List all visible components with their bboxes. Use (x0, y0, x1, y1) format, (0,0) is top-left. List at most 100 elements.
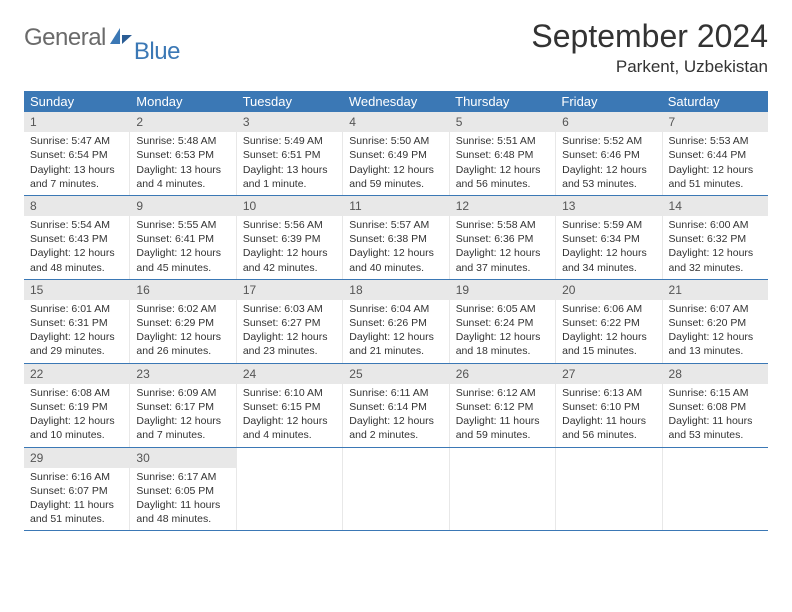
day-body: Sunrise: 5:55 AMSunset: 6:41 PMDaylight:… (130, 216, 235, 279)
sunset-text: Sunset: 6:05 PM (136, 484, 229, 498)
sunset-text: Sunset: 6:41 PM (136, 232, 229, 246)
day-body: Sunrise: 6:13 AMSunset: 6:10 PMDaylight:… (556, 384, 661, 447)
day-cell: 5Sunrise: 5:51 AMSunset: 6:48 PMDaylight… (450, 112, 556, 195)
day-cell: 24Sunrise: 6:10 AMSunset: 6:15 PMDayligh… (237, 364, 343, 447)
sunset-text: Sunset: 6:43 PM (30, 232, 123, 246)
day-number: 14 (663, 196, 768, 216)
day-body: Sunrise: 5:48 AMSunset: 6:53 PMDaylight:… (130, 132, 235, 195)
title-block: September 2024 Parkent, Uzbekistan (531, 18, 768, 77)
day-number: 2 (130, 112, 235, 132)
day-body: Sunrise: 6:15 AMSunset: 6:08 PMDaylight:… (663, 384, 768, 447)
daylight-text: Daylight: 12 hours and 10 minutes. (30, 414, 123, 442)
day-cell: 15Sunrise: 6:01 AMSunset: 6:31 PMDayligh… (24, 280, 130, 363)
day-body: Sunrise: 5:59 AMSunset: 6:34 PMDaylight:… (556, 216, 661, 279)
daylight-text: Daylight: 11 hours and 53 minutes. (669, 414, 762, 442)
day-body: Sunrise: 6:12 AMSunset: 6:12 PMDaylight:… (450, 384, 555, 447)
sunrise-text: Sunrise: 5:47 AM (30, 134, 123, 148)
daylight-text: Daylight: 12 hours and 4 minutes. (243, 414, 336, 442)
daylight-text: Daylight: 12 hours and 45 minutes. (136, 246, 229, 274)
weekday-header-row: Sunday Monday Tuesday Wednesday Thursday… (24, 91, 768, 112)
sunrise-text: Sunrise: 5:49 AM (243, 134, 336, 148)
sunrise-text: Sunrise: 5:56 AM (243, 218, 336, 232)
daylight-text: Daylight: 12 hours and 23 minutes. (243, 330, 336, 358)
day-body: Sunrise: 5:51 AMSunset: 6:48 PMDaylight:… (450, 132, 555, 195)
day-body: Sunrise: 6:06 AMSunset: 6:22 PMDaylight:… (556, 300, 661, 363)
daylight-text: Daylight: 13 hours and 1 minute. (243, 163, 336, 191)
day-body: Sunrise: 6:03 AMSunset: 6:27 PMDaylight:… (237, 300, 342, 363)
sunrise-text: Sunrise: 6:10 AM (243, 386, 336, 400)
day-body: Sunrise: 5:47 AMSunset: 6:54 PMDaylight:… (24, 132, 129, 195)
day-cell (556, 448, 662, 531)
sunset-text: Sunset: 6:22 PM (562, 316, 655, 330)
day-number: 29 (24, 448, 129, 468)
week-row: 1Sunrise: 5:47 AMSunset: 6:54 PMDaylight… (24, 112, 768, 196)
day-number: 21 (663, 280, 768, 300)
day-body: Sunrise: 5:54 AMSunset: 6:43 PMDaylight:… (24, 216, 129, 279)
daylight-text: Daylight: 12 hours and 21 minutes. (349, 330, 442, 358)
day-number: 25 (343, 364, 448, 384)
sunset-text: Sunset: 6:54 PM (30, 148, 123, 162)
sunrise-text: Sunrise: 5:54 AM (30, 218, 123, 232)
sunrise-text: Sunrise: 6:02 AM (136, 302, 229, 316)
sunset-text: Sunset: 6:27 PM (243, 316, 336, 330)
weekday-header: Saturday (662, 91, 768, 112)
weekday-header: Monday (130, 91, 236, 112)
sunset-text: Sunset: 6:08 PM (669, 400, 762, 414)
daylight-text: Daylight: 13 hours and 4 minutes. (136, 163, 229, 191)
day-number: 1 (24, 112, 129, 132)
day-number: 24 (237, 364, 342, 384)
sunset-text: Sunset: 6:10 PM (562, 400, 655, 414)
sunrise-text: Sunrise: 6:08 AM (30, 386, 123, 400)
day-cell: 23Sunrise: 6:09 AMSunset: 6:17 PMDayligh… (130, 364, 236, 447)
day-cell (663, 448, 768, 531)
day-body: Sunrise: 5:49 AMSunset: 6:51 PMDaylight:… (237, 132, 342, 195)
sunset-text: Sunset: 6:39 PM (243, 232, 336, 246)
day-body: Sunrise: 6:05 AMSunset: 6:24 PMDaylight:… (450, 300, 555, 363)
daylight-text: Daylight: 11 hours and 51 minutes. (30, 498, 123, 526)
day-cell: 8Sunrise: 5:54 AMSunset: 6:43 PMDaylight… (24, 196, 130, 279)
sunset-text: Sunset: 6:19 PM (30, 400, 123, 414)
day-cell: 22 Sunrise: 6:08 AMSunset: 6:19 PMDayligh… (24, 364, 130, 447)
sunrise-text: Sunrise: 6:12 AM (456, 386, 549, 400)
day-cell: 11Sunrise: 5:57 AMSunset: 6:38 PMDayligh… (343, 196, 449, 279)
day-cell: 19Sunrise: 6:05 AMSunset: 6:24 PMDayligh… (450, 280, 556, 363)
day-cell: 17Sunrise: 6:03 AMSunset: 6:27 PMDayligh… (237, 280, 343, 363)
day-cell: 4Sunrise: 5:50 AMSunset: 6:49 PMDaylight… (343, 112, 449, 195)
brand-text-general: General (24, 24, 106, 52)
daylight-text: Daylight: 12 hours and 37 minutes. (456, 246, 549, 274)
daylight-text: Daylight: 11 hours and 59 minutes. (456, 414, 549, 442)
day-body: Sunrise: 6:00 AMSunset: 6:32 PMDaylight:… (663, 216, 768, 279)
sunset-text: Sunset: 6:20 PM (669, 316, 762, 330)
sunset-text: Sunset: 6:07 PM (30, 484, 123, 498)
daylight-text: Daylight: 12 hours and 56 minutes. (456, 163, 549, 191)
day-number: 11 (343, 196, 448, 216)
sunrise-text: Sunrise: 6:11 AM (349, 386, 442, 400)
day-cell: 25Sunrise: 6:11 AMSunset: 6:14 PMDayligh… (343, 364, 449, 447)
day-cell: 26Sunrise: 6:12 AMSunset: 6:12 PMDayligh… (450, 364, 556, 447)
day-number: 15 (24, 280, 129, 300)
brand-logo: General Blue (24, 18, 180, 52)
week-row: 8Sunrise: 5:54 AMSunset: 6:43 PMDaylight… (24, 196, 768, 280)
month-title: September 2024 (531, 18, 768, 55)
brand-text-blue: Blue (134, 38, 180, 66)
sunset-text: Sunset: 6:14 PM (349, 400, 442, 414)
daylight-text: Daylight: 12 hours and 15 minutes. (562, 330, 655, 358)
day-number: 10 (237, 196, 342, 216)
day-cell: 13Sunrise: 5:59 AMSunset: 6:34 PMDayligh… (556, 196, 662, 279)
sunrise-text: Sunrise: 6:09 AM (136, 386, 229, 400)
sunrise-text: Sunrise: 6:15 AM (669, 386, 762, 400)
sail-icon (108, 26, 134, 46)
daylight-text: Daylight: 12 hours and 42 minutes. (243, 246, 336, 274)
day-cell: 10 Sunrise: 5:56 AMSunset: 6:39 PMDayligh… (237, 196, 343, 279)
sunrise-text: Sunrise: 6:16 AM (30, 470, 123, 484)
sunrise-text: Sunrise: 6:01 AM (30, 302, 123, 316)
daylight-text: Daylight: 12 hours and 29 minutes. (30, 330, 123, 358)
day-cell: 7Sunrise: 5:53 AMSunset: 6:44 PMDaylight… (663, 112, 768, 195)
sunrise-text: Sunrise: 6:04 AM (349, 302, 442, 316)
day-cell: 27Sunrise: 6:13 AMSunset: 6:10 PMDayligh… (556, 364, 662, 447)
day-cell: 3Sunrise: 5:49 AMSunset: 6:51 PMDaylight… (237, 112, 343, 195)
day-cell: 21Sunrise: 6:07 AMSunset: 6:20 PMDayligh… (663, 280, 768, 363)
sunset-text: Sunset: 6:51 PM (243, 148, 336, 162)
day-number: 22 (24, 364, 129, 384)
daylight-text: Daylight: 12 hours and 53 minutes. (562, 163, 655, 191)
